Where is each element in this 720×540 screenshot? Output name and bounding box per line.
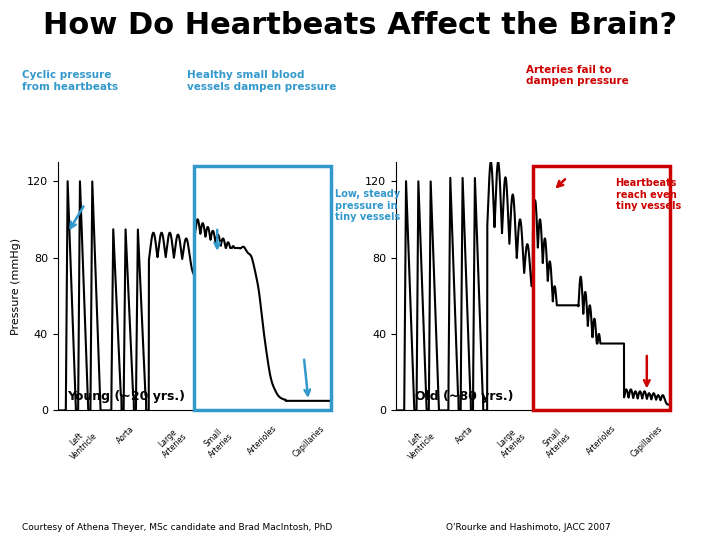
Text: Aorta: Aorta <box>454 424 475 445</box>
Text: Capillaries: Capillaries <box>291 424 326 459</box>
Text: O'Rourke and Hashimoto, JACC 2007: O'Rourke and Hashimoto, JACC 2007 <box>446 523 611 532</box>
Text: Heartbeats
reach even
tiny vessels: Heartbeats reach even tiny vessels <box>616 178 681 211</box>
Text: Young (~20 yrs.): Young (~20 yrs.) <box>67 390 185 403</box>
Text: Healthy small blood
vessels dampen pressure: Healthy small blood vessels dampen press… <box>187 70 336 92</box>
Text: Left
Ventricle: Left Ventricle <box>62 424 99 462</box>
Y-axis label: Pressure (mmHg): Pressure (mmHg) <box>12 238 21 335</box>
Text: Arteries fail to
dampen pressure: Arteries fail to dampen pressure <box>526 65 629 86</box>
Bar <box>194 166 331 410</box>
Text: Capillaries: Capillaries <box>629 424 665 459</box>
Text: Old (~80 yrs.): Old (~80 yrs.) <box>415 390 513 403</box>
Text: Arterioles: Arterioles <box>585 424 618 457</box>
Bar <box>533 166 670 410</box>
Text: Low, steady
pressure in
tiny vessels: Low, steady pressure in tiny vessels <box>335 189 400 222</box>
Text: How Do Heartbeats Affect the Brain?: How Do Heartbeats Affect the Brain? <box>43 11 677 40</box>
Text: Small
Arteries: Small Arteries <box>199 424 235 459</box>
Text: Arterioles: Arterioles <box>246 424 279 457</box>
Text: Large
Arteries: Large Arteries <box>154 424 189 459</box>
Text: Large
Arteries: Large Arteries <box>492 424 528 459</box>
Text: Courtesy of Athena Theyer, MSc candidate and Brad MacIntosh, PhD: Courtesy of Athena Theyer, MSc candidate… <box>22 523 332 532</box>
Text: Cyclic pressure
from heartbeats: Cyclic pressure from heartbeats <box>22 70 118 92</box>
Text: Small
Arteries: Small Arteries <box>538 424 573 459</box>
Text: Aorta: Aorta <box>115 424 137 445</box>
Text: Left
Ventricle: Left Ventricle <box>400 424 438 462</box>
